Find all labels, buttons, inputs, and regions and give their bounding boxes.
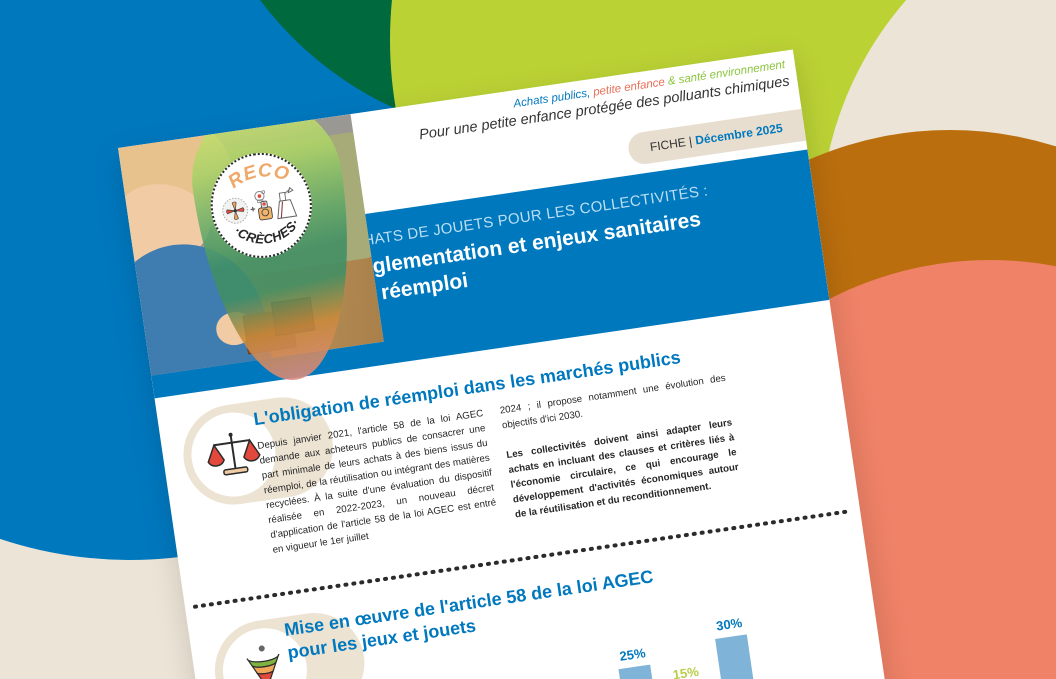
svg-text:+: + [250, 204, 257, 215]
